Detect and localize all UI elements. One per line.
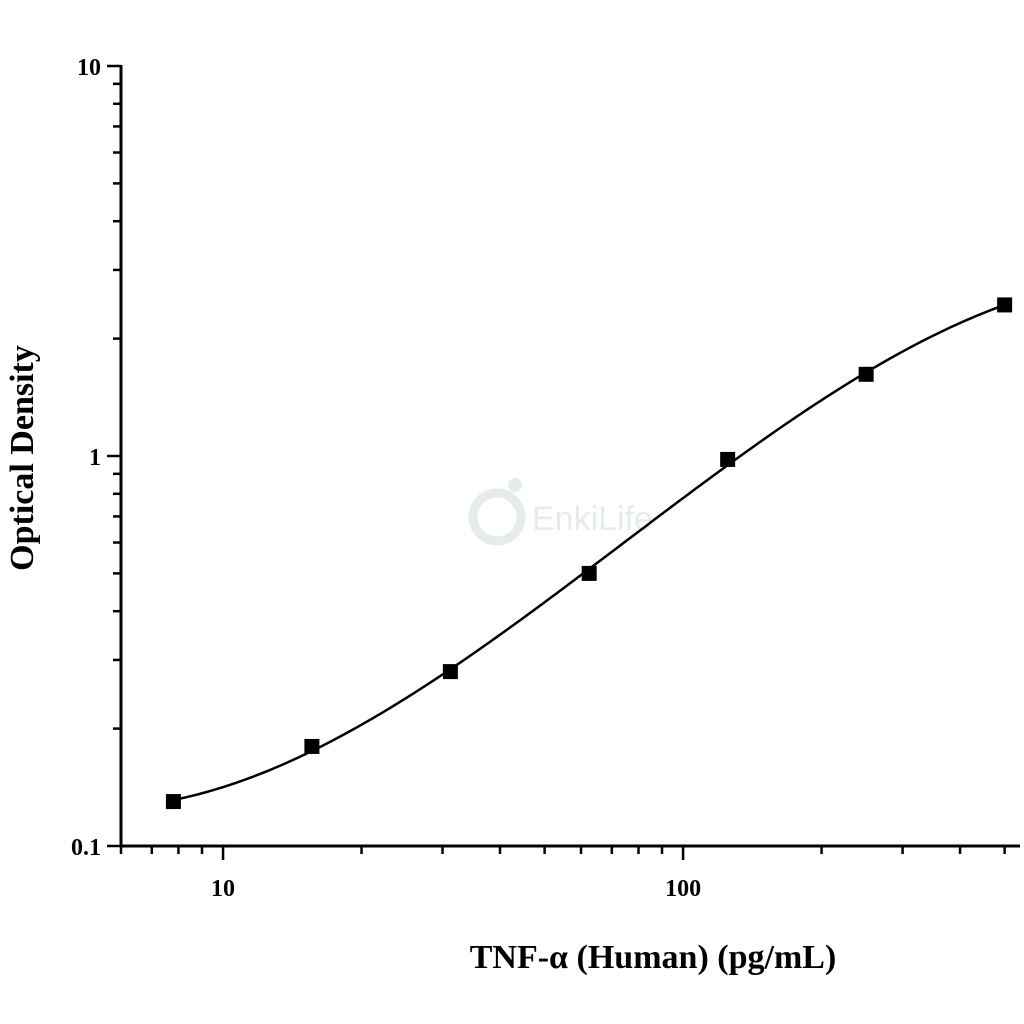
data-point <box>165 794 181 810</box>
y-tick-label: 0.1 <box>71 835 101 861</box>
data-point <box>581 565 597 581</box>
fit-curve <box>173 303 1006 802</box>
x-tick-label: 100 <box>665 876 701 902</box>
data-point <box>304 738 320 754</box>
data-point <box>442 664 458 680</box>
data-point <box>858 366 874 382</box>
data-points <box>165 297 1013 810</box>
data-point <box>997 297 1013 313</box>
y-tick-label: 1 <box>89 445 101 471</box>
data-point <box>720 451 736 467</box>
y-tick-label: 10 <box>77 55 101 81</box>
x-axis-title: TNF-α (Human) (pg/mL) <box>470 939 837 976</box>
watermark: EnkiLife <box>468 478 653 546</box>
watermark-logo-icon <box>468 478 526 546</box>
axes: 0.1 1 10 10 100 <box>71 55 1020 902</box>
y-axis-title: Optical Density <box>4 345 41 571</box>
x-tick-label: 10 <box>211 876 235 902</box>
watermark-text: EnkiLife <box>532 500 653 538</box>
